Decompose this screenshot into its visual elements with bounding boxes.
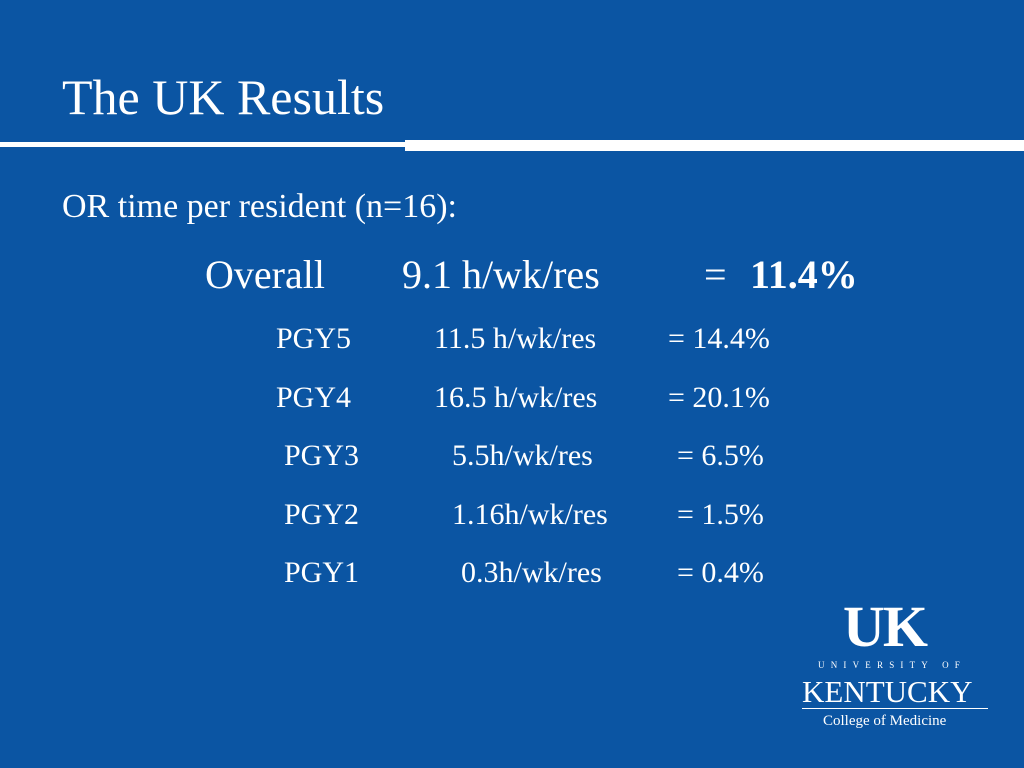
row-percent: = 1.5% [677,497,764,531]
row-rate: 0.3h/wk/res [461,556,602,589]
row-percent: = 20.1% [668,380,770,414]
row-label: PGY4 [276,380,352,414]
row-percent: = 0.4% [677,556,764,589]
row-label: PGY1 [284,556,360,589]
row-rate: 16.5 h/wk/res [434,380,598,414]
row-label: PGY2 [284,497,360,531]
logo-rule [802,708,988,709]
row-rate: 9.1 h/wk/res [402,252,600,297]
subtitle: OR time per resident (n=16): [62,188,457,225]
row-rate: 11.5 h/wk/res [434,322,597,355]
divider [405,140,1024,151]
row-label: PGY3 [284,439,360,472]
logo-text: UNIVERSITY OF [818,660,967,670]
row-rate: 1.16h/wk/res [452,497,608,531]
logo-text: KENTUCKY [802,674,973,709]
row-percent: 11.4% [750,252,858,297]
divider [0,142,405,147]
logo-text: College of Medicine [823,713,947,729]
row-percent: = 6.5% [677,439,764,472]
logo-mark: UK [843,594,928,659]
row-rate: 5.5h/wk/res [452,439,593,472]
row-percent: = 14.4% [668,322,770,355]
row-label: PGY5 [276,322,352,355]
equals: = [704,252,727,297]
slide-title: The UK Results [62,69,385,125]
row-label: Overall [205,252,325,297]
